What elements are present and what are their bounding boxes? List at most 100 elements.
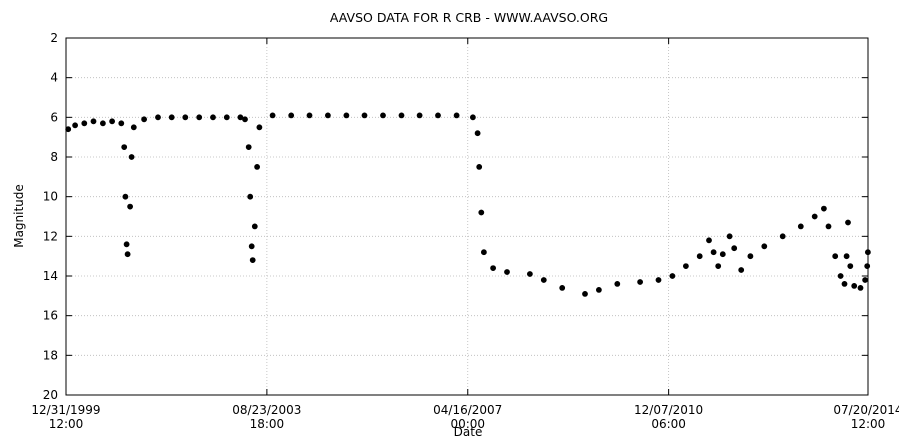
data-point (196, 114, 203, 121)
x-tick-label-date: 08/23/2003 (232, 403, 301, 417)
data-point (210, 114, 216, 121)
x-axis-label: Date (454, 425, 483, 439)
data-point (130, 124, 137, 131)
data-point (254, 163, 260, 170)
data-point (416, 112, 423, 119)
data-point (81, 120, 88, 127)
data-point (864, 263, 871, 269)
x-tick-label-date: 04/16/2007 (433, 403, 502, 417)
data-point (655, 277, 662, 283)
data-point (857, 284, 864, 291)
y-axis: 2 4 6 8 10 12 14 16 18 20 (43, 31, 868, 402)
data-point (779, 233, 786, 240)
data-point (696, 253, 703, 260)
data-point (478, 209, 485, 216)
data-point (811, 213, 818, 220)
data-point (738, 267, 745, 273)
data-point (223, 114, 230, 121)
data-point (269, 112, 276, 119)
data-point (155, 114, 161, 121)
data-point (821, 205, 827, 212)
data-point (121, 144, 128, 150)
data-point (256, 124, 263, 131)
data-point (832, 253, 839, 260)
data-point (559, 284, 566, 291)
data-point (761, 243, 768, 250)
data-point (669, 273, 676, 279)
data-point (837, 273, 844, 279)
y-tick-label: 4 (50, 71, 58, 85)
data-point (683, 263, 689, 269)
x-tick-label-date: 07/20/2014 (833, 403, 899, 417)
data-point (168, 114, 175, 121)
plot-frame (65, 37, 869, 396)
data-point (476, 163, 483, 170)
data-point (715, 263, 722, 269)
data-point (841, 280, 848, 287)
data-point (710, 249, 717, 256)
y-tick-label: 18 (43, 348, 58, 362)
y-tick-label: 6 (50, 110, 58, 124)
data-point (747, 253, 754, 260)
data-point (109, 118, 115, 125)
y-tick-label: 14 (43, 269, 58, 283)
chart-title: AAVSO DATA FOR R CRB - WWW.AAVSO.ORG (330, 10, 608, 25)
x-tick-label-date: 12/07/2010 (634, 403, 703, 417)
data-point (614, 280, 621, 287)
data-point (127, 203, 134, 210)
data-point (124, 251, 131, 258)
data-point (490, 265, 496, 271)
x-tick-label-date: 12/31/1999 (31, 403, 100, 417)
y-tick-label: 16 (43, 309, 58, 323)
x-tick-label-time: 06:00 (651, 417, 686, 431)
data-point (851, 282, 858, 289)
data-point (398, 112, 405, 119)
data-point (453, 112, 460, 119)
data-point (540, 277, 547, 283)
data-point (306, 112, 313, 119)
data-point (90, 118, 97, 125)
data-point (361, 112, 368, 119)
data-point (141, 116, 147, 123)
data-point (825, 223, 832, 230)
data-point (726, 233, 733, 240)
x-tick-label-time: 18:00 (250, 417, 285, 431)
data-point (247, 193, 254, 200)
data-point (343, 112, 350, 119)
y-tick-label: 20 (43, 388, 58, 402)
y-tick-label: 12 (43, 229, 58, 243)
data-point (596, 286, 602, 293)
grid-lines (65, 37, 869, 396)
data-point (637, 279, 643, 285)
data-point (324, 112, 331, 119)
y-tick-label: 10 (43, 190, 58, 204)
data-point (288, 112, 295, 119)
data-point (380, 112, 386, 119)
y-tick-label: 2 (50, 31, 58, 45)
data-point (845, 219, 851, 226)
data-point (847, 263, 854, 269)
data-point (118, 120, 125, 127)
x-axis: 12/31/199912:0008/23/200318:0004/16/2007… (31, 38, 899, 431)
y-axis-label: Magnitude (12, 184, 26, 248)
data-point (469, 114, 476, 121)
data-point (123, 241, 130, 248)
x-tick-label-time: 00:00 (450, 417, 485, 431)
data-point (843, 253, 850, 260)
data-point (249, 257, 256, 263)
data-point (182, 114, 189, 121)
data-point (435, 112, 441, 119)
x-tick-label-time: 12:00 (851, 417, 886, 431)
data-point (248, 243, 255, 250)
data-point (242, 116, 248, 123)
data-point (706, 237, 712, 244)
data-point (128, 154, 135, 160)
x-tick-label-time: 12:00 (49, 417, 84, 431)
y-tick-label: 8 (50, 150, 58, 164)
data-point (245, 144, 252, 150)
data-point (527, 271, 533, 277)
data-point (719, 251, 726, 258)
data-point (251, 223, 258, 230)
data-point (504, 269, 510, 275)
